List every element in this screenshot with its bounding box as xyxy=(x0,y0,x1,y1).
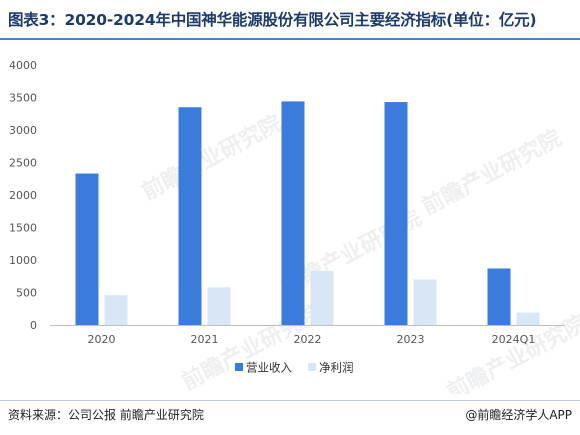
watermark-text: 前瞻产业研究院 xyxy=(443,310,580,394)
legend-label-net-profit: 净利润 xyxy=(319,361,354,375)
x-tick-label: 2024Q1 xyxy=(492,333,536,346)
revenue-bar xyxy=(178,107,202,325)
revenue-bar xyxy=(384,102,408,325)
watermark-text: 前瞻产业研究院 xyxy=(418,125,566,220)
legend-label-revenue: 营业收入 xyxy=(246,361,292,375)
net-profit-bar xyxy=(104,295,128,325)
net-profit-bar xyxy=(516,312,540,325)
y-tick-label: 2000 xyxy=(9,189,37,202)
y-tick-label: 4000 xyxy=(9,59,37,72)
x-tick-label: 2021 xyxy=(191,333,219,346)
legend: 营业收入 净利润 xyxy=(235,361,354,375)
title-divider xyxy=(0,38,580,40)
x-tick-label: 2020 xyxy=(88,333,116,346)
brand-credit: @前瞻经济学人APP xyxy=(465,408,572,422)
x-tick-label: 2022 xyxy=(294,333,322,346)
chart-title: 图表3：2020-2024年中国神华能源股份有限公司主要经济指标(单位：亿元) xyxy=(8,11,537,29)
revenue-bar xyxy=(75,173,99,325)
footer-divider xyxy=(0,400,580,401)
watermark-text: 前瞻产业研究院 xyxy=(138,110,286,205)
revenue-bar xyxy=(281,101,305,326)
legend-swatch-net-profit xyxy=(308,363,316,371)
net-profit-bar xyxy=(207,287,231,325)
y-axis: 0 500 1000 1500 2000 2500 3000 3500 4000 xyxy=(9,59,37,332)
source-note: 资料来源：公司公报 前瞻产业研究院 xyxy=(8,408,204,422)
y-tick-label: 2500 xyxy=(9,157,37,170)
y-tick-label: 3500 xyxy=(9,92,37,105)
y-tick-label: 0 xyxy=(30,319,37,332)
x-tick-label: 2023 xyxy=(397,333,425,346)
x-axis: 2020 2021 2022 2023 2024Q1 xyxy=(50,325,565,346)
y-tick-label: 1500 xyxy=(9,222,37,235)
bars xyxy=(75,101,540,326)
y-tick-label: 3000 xyxy=(9,124,37,137)
net-profit-bar xyxy=(413,279,437,325)
legend-swatch-revenue xyxy=(235,363,243,371)
revenue-bar xyxy=(487,268,511,325)
net-profit-bar xyxy=(310,271,334,325)
y-tick-label: 1000 xyxy=(9,254,37,267)
y-tick-label: 500 xyxy=(16,287,37,300)
